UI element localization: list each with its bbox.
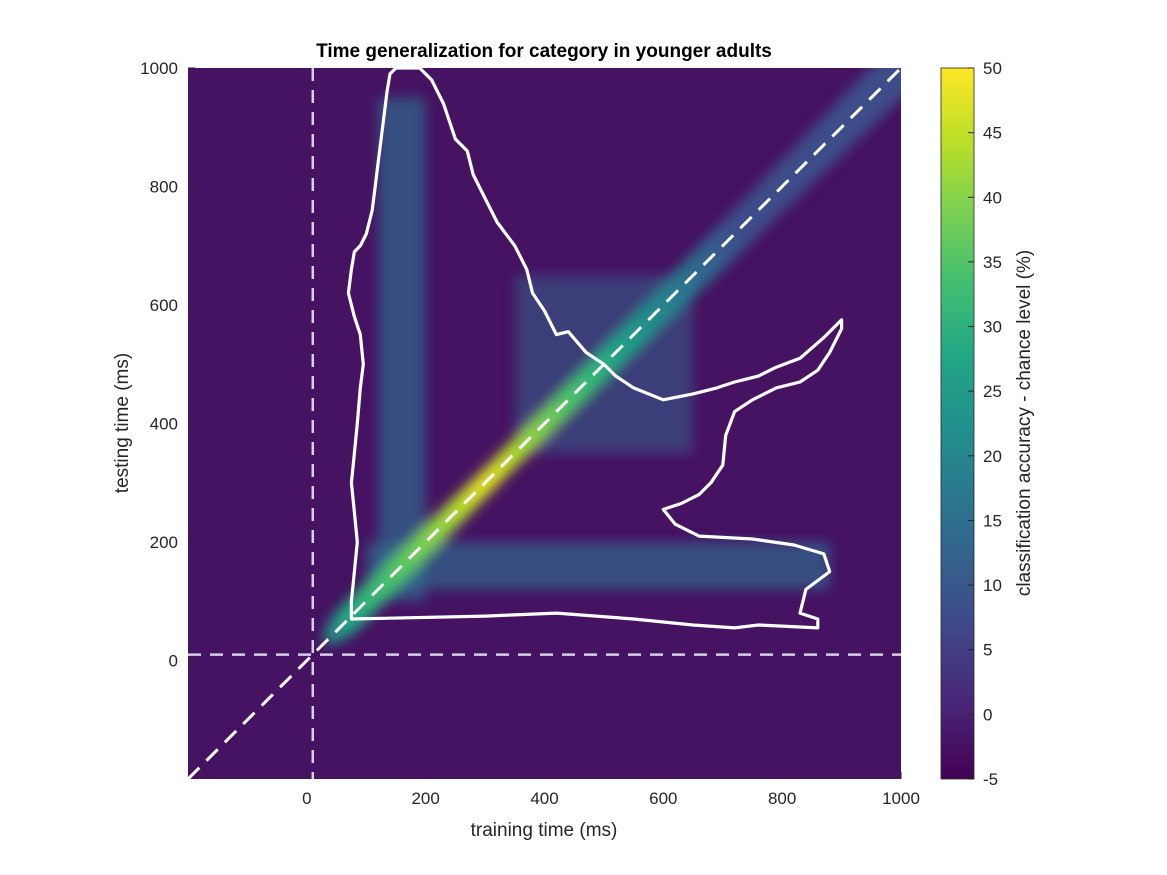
y-tick-label: 1000 [140, 59, 178, 78]
colorbar-tick-label: 50 [983, 59, 1002, 78]
y-tick-label: 600 [150, 296, 178, 315]
x-tick-label: 800 [768, 789, 796, 808]
colorbar-tick-label: 40 [983, 188, 1002, 207]
x-tick-label: 1000 [882, 789, 920, 808]
x-axis-label: training time (ms) [471, 820, 618, 841]
colorbar-tick-label: 20 [983, 447, 1002, 466]
colorbar-tick-label: 30 [983, 318, 1002, 337]
y-tick-label: 200 [150, 533, 178, 552]
colorbar-tick-label: 35 [983, 253, 1002, 272]
y-axis-label: testing time (ms) [112, 353, 133, 493]
colorbar-tick-label: 25 [983, 382, 1002, 401]
colorbar-tick-label: 0 [983, 705, 992, 724]
colorbar-tick-label: 15 [983, 511, 1002, 530]
x-tick-label: 200 [411, 789, 439, 808]
diagonal-reference-line [188, 68, 901, 779]
colorbar-tick-label: -5 [983, 770, 998, 789]
colorbar-label: classification accuracy - chance level (… [1014, 250, 1035, 596]
horizontal-band [366, 542, 830, 590]
x-tick-label: 400 [530, 789, 558, 808]
x-tick-label: 600 [649, 789, 677, 808]
y-tick-label: 400 [150, 415, 178, 434]
chart-title: Time generalization for category in youn… [316, 41, 772, 62]
x-tick-label: 0 [302, 789, 311, 808]
y-tick-label: 0 [169, 652, 178, 671]
vertical-band [378, 97, 426, 602]
y-axis-ticks: 0 200 400 600 800 1000 [140, 59, 195, 671]
x-axis-ticks: 0 200 400 600 800 1000 [302, 772, 920, 808]
significance-contour [346, 68, 844, 630]
colorbar [940, 67, 975, 780]
y-tick-label: 800 [150, 178, 178, 197]
colorbar-ticks: -5 0 5 10 15 20 25 30 35 40 45 50 [968, 59, 1002, 789]
colorbar-tick-label: 10 [983, 576, 1002, 595]
colorbar-tick-label: 5 [983, 641, 992, 660]
plot-area [188, 68, 901, 779]
colorbar-tick-label: 45 [983, 124, 1002, 143]
